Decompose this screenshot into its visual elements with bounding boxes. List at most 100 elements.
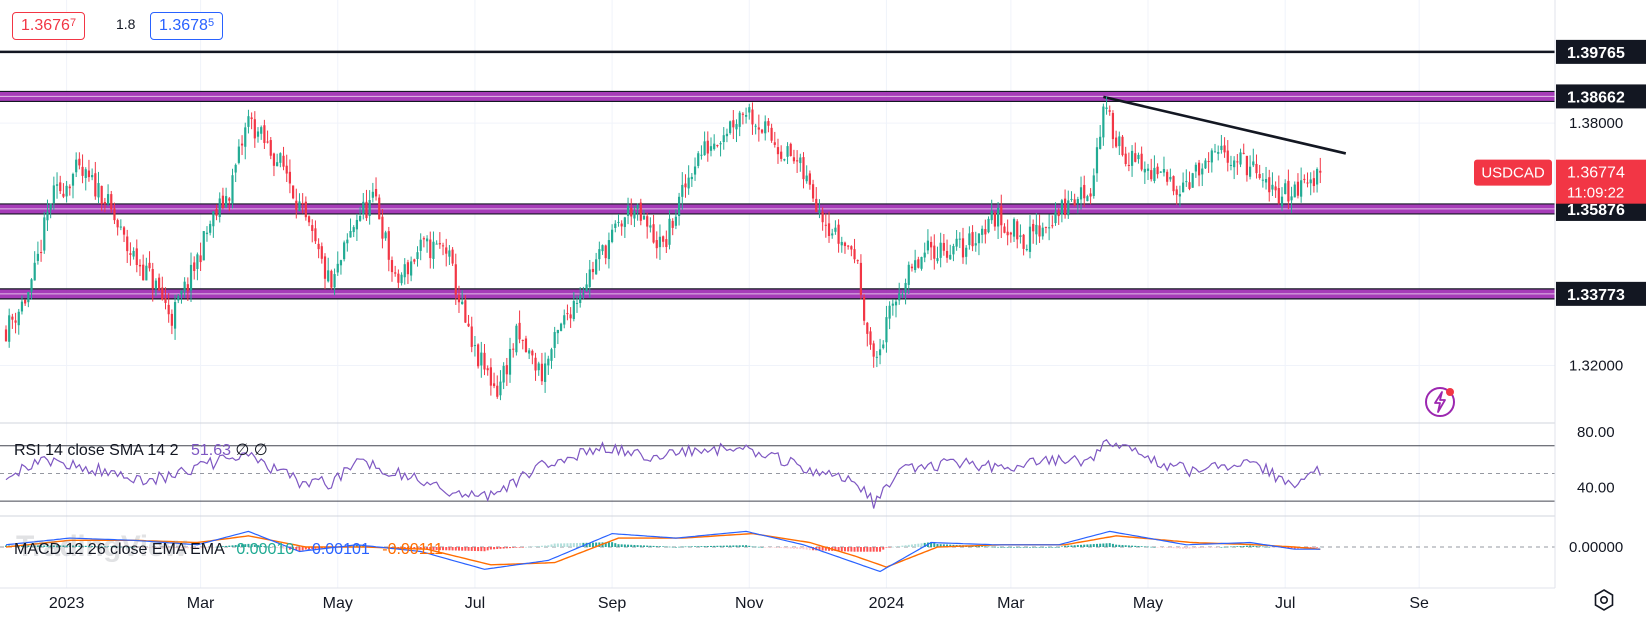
candle-body	[1287, 180, 1290, 202]
macd-hist-bar	[1204, 547, 1207, 548]
rsi-legend[interactable]: RSI 14 close SMA 14 2 51.63 ∅ ∅	[14, 440, 268, 460]
macd-hist-bar	[837, 547, 840, 552]
macd-legend[interactable]: MACD 12 26 close EMA EMA 0.00010 -0.0010…	[14, 541, 443, 559]
candle-body	[993, 212, 996, 227]
candle-body	[209, 223, 212, 233]
candle	[837, 219, 840, 253]
candle-body	[288, 171, 292, 184]
level-label-0: 1.39765	[1567, 45, 1625, 62]
candle-body	[1280, 196, 1284, 207]
macd-hist-bar	[1099, 543, 1102, 547]
macd-hist-bar	[729, 545, 732, 547]
candle-body	[464, 300, 467, 323]
candle	[1003, 223, 1006, 234]
candle	[199, 242, 202, 271]
ask-price-pipette: 5	[207, 17, 215, 29]
candle-body	[228, 198, 231, 201]
time-tick-label-10: Se	[1409, 595, 1429, 612]
candle-body	[142, 264, 145, 281]
level-label-2: 1.35876	[1567, 202, 1625, 219]
candle-body	[607, 240, 611, 260]
bid-price-badge[interactable]: 1.36767	[12, 12, 86, 40]
macd-hist-bar	[1057, 547, 1060, 548]
candle-body	[1300, 180, 1303, 197]
macd-hist-bar	[636, 545, 639, 547]
candle	[234, 163, 237, 183]
candle-body	[196, 254, 199, 269]
candle	[1229, 155, 1233, 171]
candle	[524, 335, 528, 353]
candle-body	[106, 194, 110, 204]
macd-hist-bar	[486, 547, 489, 551]
candle-body	[1226, 150, 1229, 163]
macd-hist-bar	[981, 546, 984, 547]
candle-body	[164, 298, 167, 303]
macd-hist-bar	[295, 547, 298, 551]
candle-body	[853, 249, 856, 260]
macd-hist-bar	[930, 542, 933, 547]
candle-body	[381, 216, 384, 239]
candle-body	[1083, 184, 1086, 199]
price-levels[interactable]	[0, 50, 1555, 300]
macd-hist-bar	[732, 545, 735, 547]
candle-body	[333, 274, 336, 288]
macd-hist-bar	[722, 545, 725, 547]
macd-hist-bar	[183, 547, 186, 549]
candle	[1115, 130, 1118, 149]
candle	[1121, 135, 1124, 157]
macd-hist-bar	[1095, 543, 1098, 547]
candle	[119, 219, 122, 231]
candle	[1146, 163, 1150, 180]
candle-body	[987, 218, 990, 233]
candle-body	[260, 127, 263, 134]
candle-body	[215, 208, 218, 216]
rsi-line	[5, 439, 1321, 509]
time-tick-label-7: Mar	[997, 595, 1025, 612]
candle	[792, 149, 796, 164]
candle-body	[840, 241, 843, 246]
candle	[1178, 185, 1182, 207]
candle-body	[256, 131, 260, 137]
macd-hist-bar	[1159, 547, 1162, 548]
candle-body	[713, 143, 716, 150]
macd-hist-bar	[1102, 543, 1105, 547]
ask-price-badge[interactable]: 1.36785	[150, 12, 224, 40]
candle	[1130, 145, 1134, 177]
macd-hist-bar	[154, 547, 157, 548]
macd-hist-bar	[1147, 546, 1150, 548]
candle	[314, 220, 317, 244]
candle-body	[907, 264, 910, 285]
macd-hist-bar	[205, 547, 208, 548]
candle	[668, 210, 671, 250]
candle	[177, 294, 180, 304]
candle-body	[1213, 151, 1217, 153]
candle	[454, 253, 457, 305]
candle	[467, 314, 470, 328]
macd-hist-bar	[866, 547, 869, 552]
candle	[662, 235, 665, 248]
candle-body	[17, 311, 20, 326]
macd-hist-bar	[748, 545, 751, 547]
candle	[811, 179, 815, 203]
macd-hist-bar	[1175, 547, 1178, 549]
candle-body	[132, 250, 135, 257]
candle	[410, 256, 413, 282]
candle-body	[547, 358, 550, 366]
candle-body	[674, 216, 677, 226]
candle-body	[591, 268, 595, 273]
candle-body	[1127, 164, 1130, 166]
candle-body	[604, 245, 607, 259]
time-tick-label-1: Mar	[187, 595, 215, 612]
lightning-icon[interactable]	[1424, 386, 1456, 418]
candle-body	[773, 142, 776, 145]
candle	[390, 256, 394, 282]
gear-icon[interactable]	[1592, 588, 1616, 612]
candle	[164, 287, 167, 310]
candle	[984, 219, 987, 244]
macd-hist-bar	[406, 547, 409, 549]
candle	[473, 336, 477, 357]
candle	[1271, 172, 1274, 197]
macd-hist-bar	[904, 545, 907, 547]
